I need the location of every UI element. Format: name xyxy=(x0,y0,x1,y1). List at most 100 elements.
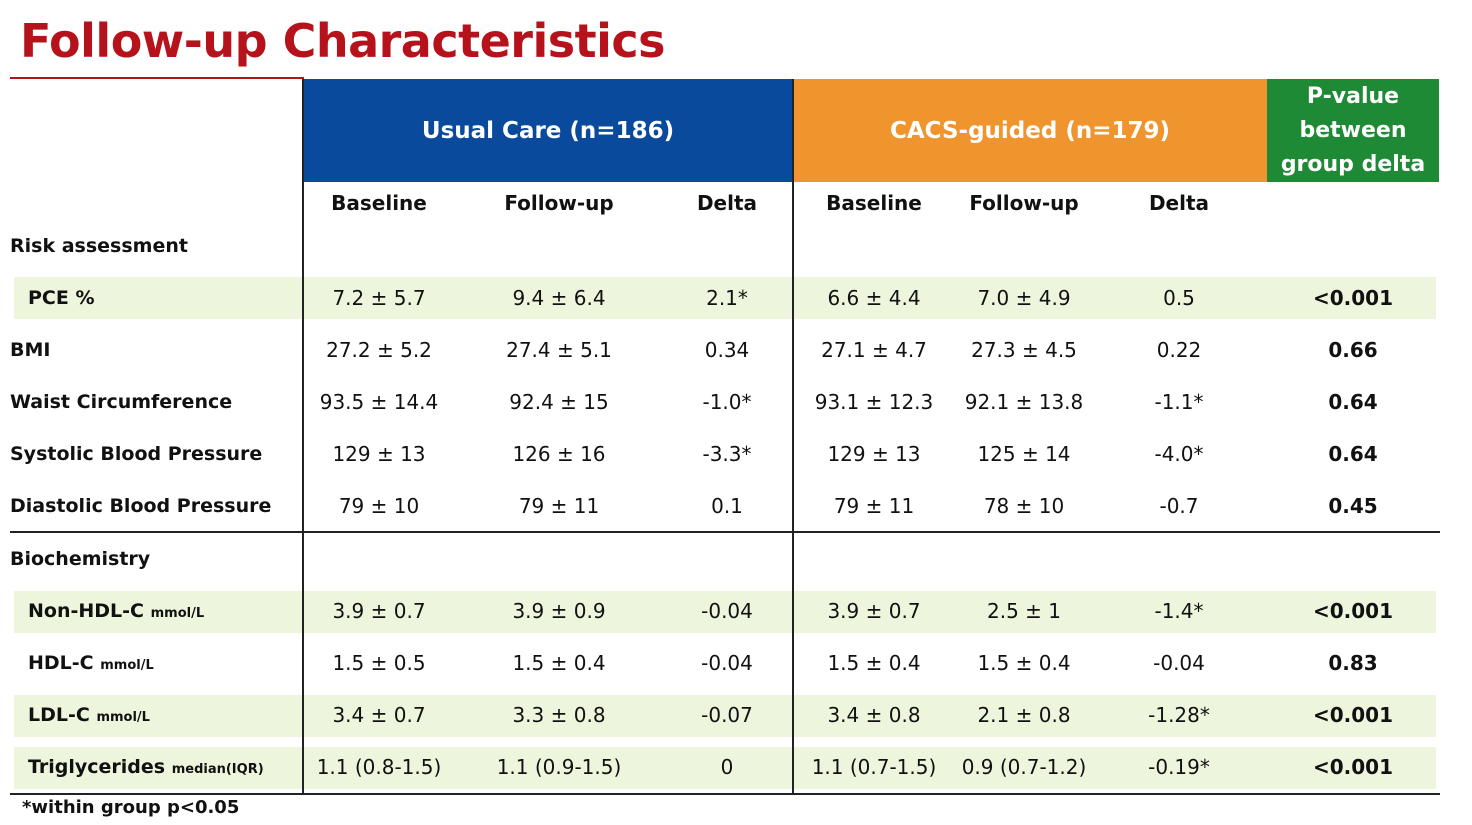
cell-uc-delta: -3.3* xyxy=(702,442,752,466)
cell-cg-base: 1.5 ± 0.4 xyxy=(827,651,921,675)
cell-uc-fu: 1.5 ± 0.4 xyxy=(512,651,606,675)
uc-delta-header: Delta xyxy=(696,191,758,215)
cell-cg-fu: 0.9 (0.7-1.2) xyxy=(961,755,1087,779)
cell-uc-base: 3.4 ± 0.7 xyxy=(332,703,426,727)
cell-cg-fu: 2.1 ± 0.8 xyxy=(977,703,1071,727)
cell-uc-delta: 0 xyxy=(720,755,734,779)
cell-cg-delta: -1.28* xyxy=(1148,703,1210,727)
usual-care-header: Usual Care (n=186) xyxy=(304,79,792,182)
row-label: Non-HDL-C mmol/L xyxy=(28,600,204,622)
cell-cg-delta: -1.1* xyxy=(1154,390,1204,414)
cell-uc-delta: 0.34 xyxy=(704,338,750,362)
column-divider-cacs xyxy=(792,79,794,795)
highlight-band-nonhdl xyxy=(14,591,1436,633)
row-label: LDL-C mmol/L xyxy=(28,704,150,726)
cell-uc-base: 1.1 (0.8-1.5) xyxy=(316,755,442,779)
cell-uc-delta: 2.1* xyxy=(706,286,748,310)
section-divider xyxy=(10,531,1440,533)
cell-uc-delta: 0.1 xyxy=(711,494,743,518)
usual-care-header-label: Usual Care (n=186) xyxy=(421,117,675,144)
cell-cg-base: 3.4 ± 0.8 xyxy=(827,703,921,727)
cell-p: 0.83 xyxy=(1328,651,1378,675)
row-unit: mmol/L xyxy=(100,658,154,673)
row-label-text: LDL-C xyxy=(28,704,90,726)
row-label-text: HDL-C xyxy=(28,652,94,674)
cg-baseline-header: Baseline xyxy=(826,191,922,215)
cell-p: <0.001 xyxy=(1312,599,1394,623)
highlight-band-triglycerides xyxy=(14,747,1436,789)
row-unit: median(IQR) xyxy=(171,762,264,777)
row-label: HDL-C mmol/L xyxy=(28,652,154,674)
cell-uc-fu: 79 ± 11 xyxy=(518,494,600,518)
cell-uc-fu: 3.9 ± 0.9 xyxy=(512,599,606,623)
row-label: Triglycerides median(IQR) xyxy=(28,756,264,778)
cell-uc-fu: 126 ± 16 xyxy=(512,442,606,466)
p-value-header-line: P-value xyxy=(1306,83,1400,109)
footnote: *within group p<0.05 xyxy=(22,797,240,818)
cell-cg-delta: -0.04 xyxy=(1153,651,1205,675)
highlight-band-ldl xyxy=(14,695,1436,737)
cell-uc-fu: 92.4 ± 15 xyxy=(509,390,609,414)
cell-uc-base: 93.5 ± 14.4 xyxy=(319,390,439,414)
cell-cg-base: 3.9 ± 0.7 xyxy=(827,599,921,623)
uc-baseline-header: Baseline xyxy=(331,191,427,215)
p-value-header-line: between xyxy=(1299,117,1407,143)
cell-p: 0.64 xyxy=(1328,442,1378,466)
cell-p: <0.001 xyxy=(1312,286,1394,310)
cell-p: 0.64 xyxy=(1328,390,1378,414)
cell-uc-base: 1.5 ± 0.5 xyxy=(332,651,426,675)
row-label-text: Diastolic Blood Pressure xyxy=(10,495,272,517)
row-label-text: PCE % xyxy=(28,287,95,309)
cell-uc-delta: -0.04 xyxy=(701,651,753,675)
cell-p: <0.001 xyxy=(1312,703,1394,727)
uc-followup-header: Follow-up xyxy=(504,191,614,215)
cell-cg-fu: 7.0 ± 4.9 xyxy=(977,286,1071,310)
row-label: Systolic Blood Pressure xyxy=(10,443,262,465)
cell-uc-fu: 27.4 ± 5.1 xyxy=(506,338,612,362)
cell-uc-delta: -0.04 xyxy=(701,599,753,623)
cell-uc-base: 79 ± 10 xyxy=(338,494,420,518)
cell-uc-delta: -0.07 xyxy=(701,703,753,727)
cell-uc-fu: 9.4 ± 6.4 xyxy=(512,286,606,310)
row-label: Waist Circumference xyxy=(10,391,232,413)
cell-uc-base: 27.2 ± 5.2 xyxy=(326,338,432,362)
row-label-text: Non-HDL-C xyxy=(28,600,144,622)
p-value-header: P-value between group delta xyxy=(1267,79,1439,182)
row-label-text: Waist Circumference xyxy=(10,391,233,413)
cell-p: 0.66 xyxy=(1328,338,1378,362)
table-bottom-rule xyxy=(10,793,1440,795)
cell-cg-delta: -4.0* xyxy=(1154,442,1204,466)
row-label: BMI xyxy=(10,339,50,361)
section-risk-assessment: Risk assessment xyxy=(10,235,188,257)
page-title: Follow-up Characteristics xyxy=(20,14,666,68)
cell-cg-delta: 0.5 xyxy=(1163,286,1195,310)
cacs-guided-header-label: CACS-guided (n=179) xyxy=(889,117,1171,144)
row-label-text: Systolic Blood Pressure xyxy=(10,443,263,465)
cell-cg-delta: -0.19* xyxy=(1148,755,1210,779)
cell-cg-delta: -0.7 xyxy=(1159,494,1199,518)
highlight-band-pce xyxy=(14,277,1436,319)
cell-cg-fu: 92.1 ± 13.8 xyxy=(964,390,1084,414)
title-underline xyxy=(10,77,304,79)
p-value-header-line: group delta xyxy=(1280,151,1426,177)
cg-followup-header: Follow-up xyxy=(969,191,1079,215)
cell-uc-base: 3.9 ± 0.7 xyxy=(332,599,426,623)
row-unit: mmol/L xyxy=(96,710,150,725)
cell-cg-fu: 27.3 ± 4.5 xyxy=(971,338,1077,362)
cell-cg-fu: 125 ± 14 xyxy=(977,442,1071,466)
row-label-text: Triglycerides xyxy=(28,756,166,778)
cell-cg-base: 6.6 ± 4.4 xyxy=(827,286,921,310)
cell-cg-base: 129 ± 13 xyxy=(827,442,921,466)
cell-uc-base: 7.2 ± 5.7 xyxy=(332,286,426,310)
cell-p: 0.45 xyxy=(1328,494,1378,518)
cell-p: <0.001 xyxy=(1312,755,1394,779)
row-label: Diastolic Blood Pressure xyxy=(10,495,271,517)
cell-cg-delta: -1.4* xyxy=(1154,599,1204,623)
cg-delta-header: Delta xyxy=(1148,191,1210,215)
cell-cg-delta: 0.22 xyxy=(1156,338,1202,362)
section-biochemistry: Biochemistry xyxy=(10,548,151,570)
cell-cg-fu: 2.5 ± 1 xyxy=(986,599,1061,623)
cell-cg-base: 93.1 ± 12.3 xyxy=(814,390,934,414)
cell-uc-fu: 1.1 (0.9-1.5) xyxy=(496,755,622,779)
cell-cg-base: 79 ± 11 xyxy=(833,494,915,518)
